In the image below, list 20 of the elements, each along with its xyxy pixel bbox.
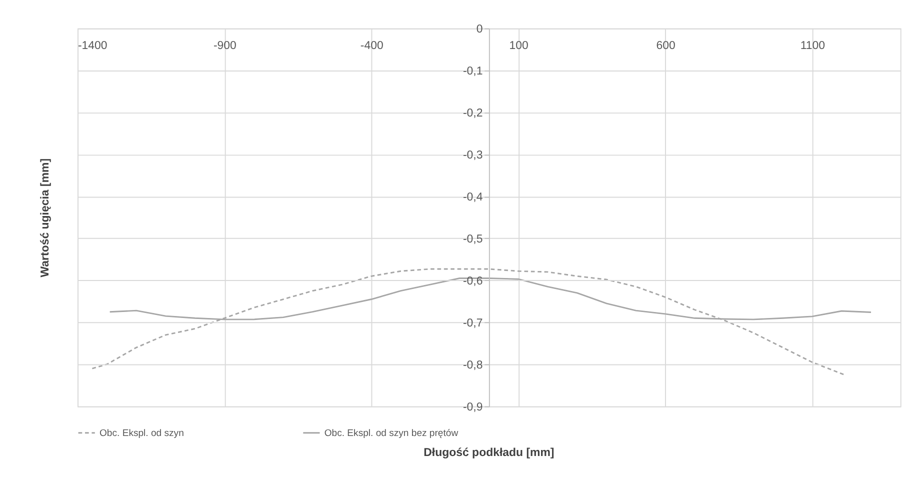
y-tick-label: -0,1: [462, 66, 483, 78]
y-tick-label: -0,8: [462, 360, 483, 372]
y-tick-label: -0,2: [462, 108, 483, 120]
x-tick-label: 1100: [800, 40, 826, 52]
y-axis-title: Wartość ugięcia [mm]: [39, 158, 52, 278]
legend-label: Obc. Ekspl. od szyn: [100, 428, 184, 439]
y-tick-label: -0,7: [462, 318, 483, 330]
y-tick-label: 0: [476, 24, 483, 36]
x-axis-title: Długość podkładu [mm]: [424, 447, 554, 460]
legend-label: Obc. Ekspl. od szyn bez prętów: [324, 428, 458, 439]
y-tick-label: -0,9: [462, 402, 483, 414]
x-tick-label: 100: [509, 40, 528, 52]
y-tick-label: -0,6: [462, 276, 483, 288]
y-tick-label: -0,3: [462, 150, 483, 162]
x-tick-label: -400: [360, 40, 384, 52]
x-tick-label: -900: [213, 40, 236, 52]
y-tick-label: -0,4: [462, 192, 484, 204]
x-tick-label: -1400: [78, 40, 108, 52]
x-tick-label: 600: [656, 40, 676, 52]
y-tick-label: -0,5: [462, 234, 483, 246]
